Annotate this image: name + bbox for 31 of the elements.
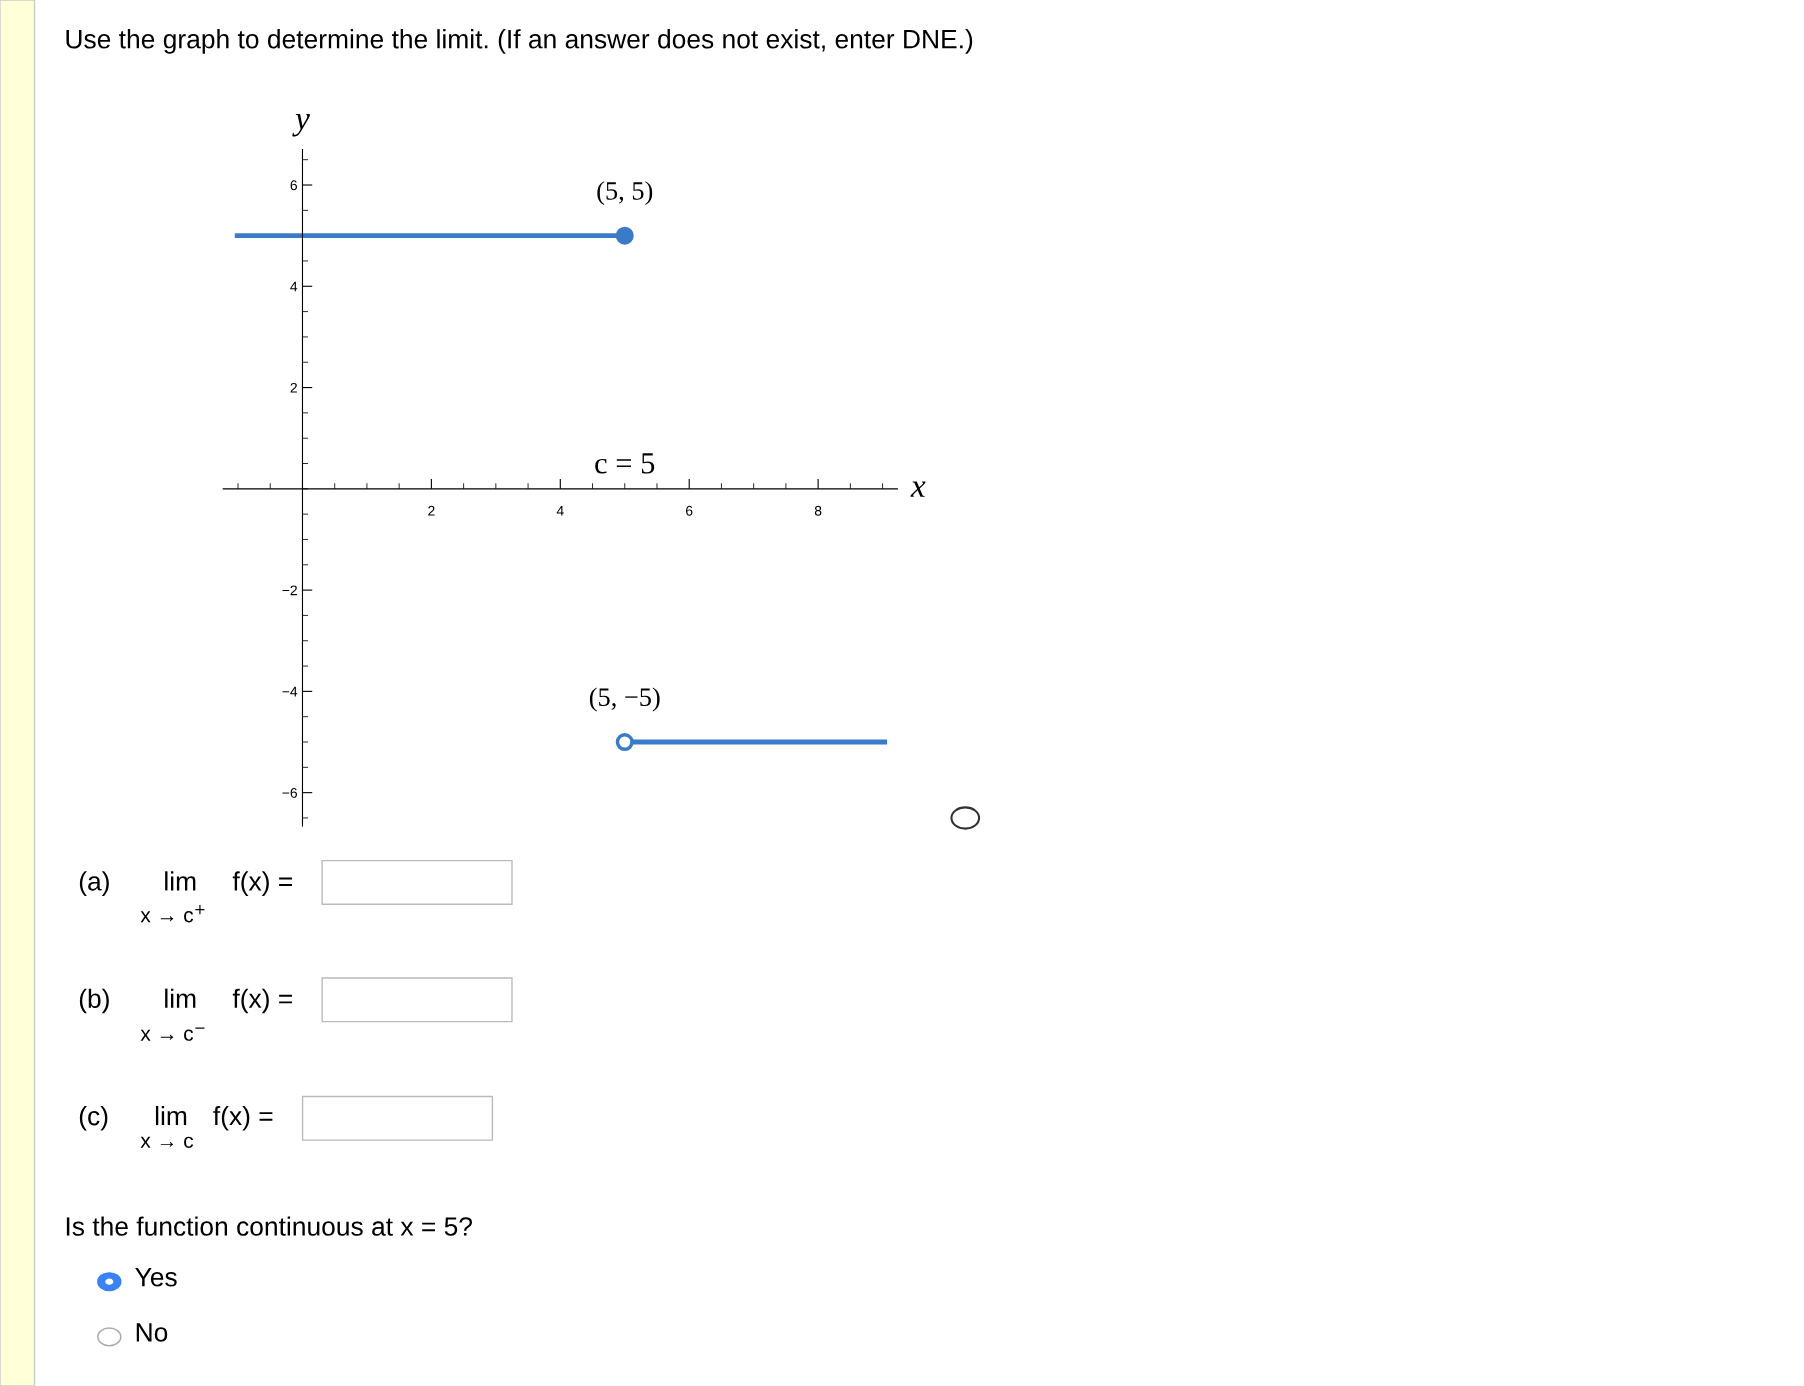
text: (c) <box>79 1106 108 1131</box>
y-tick-label: −4 <box>282 686 298 697</box>
chart-title: Use the graph to determine the limit. (If an answer does not exist, enter DNE.) <box>66 29 973 54</box>
text: x → c$^{−}$ <box>140 1027 205 1041</box>
text: Is the function continuous at x = 5? <box>66 1216 473 1236</box>
x-axis-title: x <box>910 481 926 497</box>
annotation: c = 5 <box>595 453 655 474</box>
annotation: (5, −5) <box>589 687 660 712</box>
x-tick-label: 2 <box>428 505 435 516</box>
x-tick-label: 4 <box>556 506 564 516</box>
text: x → c$^{+}$ <box>140 905 205 923</box>
y-axis-title: y <box>292 113 310 137</box>
text: lim <box>165 871 196 891</box>
x-tick-label: 8 <box>814 505 822 516</box>
text: f(x) = <box>232 871 292 896</box>
text: Yes <box>135 1268 177 1287</box>
y-tick-label: −6 <box>282 787 298 798</box>
text: lim <box>155 1106 187 1126</box>
text: lim <box>165 988 196 1008</box>
text: f(x) = <box>213 1106 273 1131</box>
y-tick-label: 2 <box>290 382 297 393</box>
text: x → c <box>140 1136 194 1149</box>
annotation: (5, 5) <box>597 181 653 206</box>
x-tick-label: 6 <box>686 505 693 516</box>
text: (b) <box>79 988 109 1014</box>
text: (a) <box>79 871 109 896</box>
text: f(x) = <box>232 988 292 1014</box>
y-tick-label: −2 <box>282 585 297 596</box>
y-tick-label: 6 <box>290 180 298 191</box>
y-tick-label: 4 <box>290 281 298 292</box>
text: No <box>136 1323 168 1342</box>
